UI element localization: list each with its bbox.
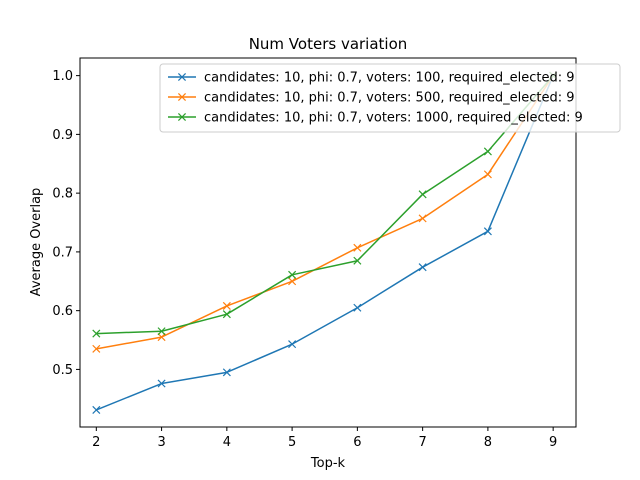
data-point-series-1 xyxy=(483,227,492,236)
legend-swatch-marker xyxy=(177,72,187,82)
x-tick-label: 9 xyxy=(549,435,557,450)
data-point-series-1 xyxy=(288,340,297,349)
y-axis-label: Average Overlap xyxy=(29,188,44,297)
marker-stroke xyxy=(288,270,297,279)
legend-entry-1: candidates: 10, phi: 0.7, voters: 100, r… xyxy=(168,71,574,86)
marker-stroke xyxy=(353,256,362,265)
data-point-series-3 xyxy=(353,256,362,265)
series-line-2 xyxy=(96,75,554,350)
legend: candidates: 10, phi: 0.7, voters: 100, r… xyxy=(159,63,621,133)
data-point-series-2 xyxy=(222,301,231,310)
x-tick-label: 3 xyxy=(157,435,165,450)
data-point-series-2 xyxy=(353,243,362,252)
data-point-series-1 xyxy=(418,263,427,272)
plot-area: 2 3 4 5 6 7 8 9 0.5 0.6 0.7 0.8 0.9 1.0 xyxy=(52,57,577,450)
marker-stroke xyxy=(483,170,492,179)
axes-frame xyxy=(79,57,577,428)
data-point-series-2 xyxy=(92,344,101,353)
data-point-series-2 xyxy=(483,170,492,179)
marker-stroke xyxy=(288,340,297,349)
y-tick-label: 0.9 xyxy=(52,128,73,143)
marker-stroke xyxy=(157,333,166,342)
x-tick-label: 5 xyxy=(288,435,296,450)
legend-label: candidates: 10, phi: 0.7, voters: 100, r… xyxy=(204,71,574,86)
chart-title: Num Voters variation xyxy=(249,35,408,53)
legend-entry-2: candidates: 10, phi: 0.7, voters: 500, r… xyxy=(168,91,574,106)
y-tick-label: 0.7 xyxy=(52,245,73,260)
y-tick-label: 0.5 xyxy=(52,363,73,378)
marker-stroke xyxy=(418,214,427,223)
x-tick-label: 8 xyxy=(484,435,492,450)
data-point-series-2 xyxy=(157,333,166,342)
data-point-series-1 xyxy=(92,405,101,414)
marker-stroke xyxy=(157,379,166,388)
data-point-series-1 xyxy=(353,303,362,312)
marker-stroke xyxy=(222,301,231,310)
data-point-series-1 xyxy=(222,368,231,377)
x-tick-label: 2 xyxy=(92,435,100,450)
data-point-series-3 xyxy=(157,327,166,336)
data-point-series-3 xyxy=(418,190,427,199)
marker-stroke xyxy=(353,243,362,252)
marker-stroke xyxy=(418,190,427,199)
data-point-series-3 xyxy=(483,147,492,156)
marker-stroke xyxy=(353,303,362,312)
marker-stroke xyxy=(222,368,231,377)
x-tick-label: 7 xyxy=(418,435,426,450)
series-line-3 xyxy=(96,75,554,335)
data-point-series-3 xyxy=(92,329,101,338)
legend-swatch-marker xyxy=(177,112,187,122)
marker-stroke xyxy=(92,329,101,338)
data-point-series-2 xyxy=(418,214,427,223)
legend-swatch-marker xyxy=(177,92,187,102)
data-point-series-1 xyxy=(157,379,166,388)
y-tick-label: 0.8 xyxy=(52,187,73,202)
marker-stroke xyxy=(483,147,492,156)
marker-stroke xyxy=(483,227,492,236)
legend-box xyxy=(159,63,621,133)
marker-stroke xyxy=(418,263,427,272)
marker-stroke xyxy=(157,327,166,336)
marker-stroke xyxy=(288,277,297,286)
x-tick-label: 4 xyxy=(223,435,231,450)
data-point-series-2 xyxy=(288,277,297,286)
y-tick-label: 1.0 xyxy=(52,69,73,84)
legend-entry-3: candidates: 10, phi: 0.7, voters: 1000, … xyxy=(168,111,583,126)
legend-label: candidates: 10, phi: 0.7, voters: 500, r… xyxy=(204,91,574,106)
series-line-1 xyxy=(96,75,554,411)
marker-stroke xyxy=(222,310,231,319)
data-point-series-3 xyxy=(222,310,231,319)
data-point-series-3 xyxy=(288,270,297,279)
x-tick-label: 6 xyxy=(353,435,361,450)
legend-label: candidates: 10, phi: 0.7, voters: 1000, … xyxy=(204,111,583,126)
x-axis-label: Top-k xyxy=(310,456,346,471)
marker-stroke xyxy=(92,405,101,414)
y-tick-label: 0.6 xyxy=(52,304,73,319)
marker-stroke xyxy=(92,344,101,353)
